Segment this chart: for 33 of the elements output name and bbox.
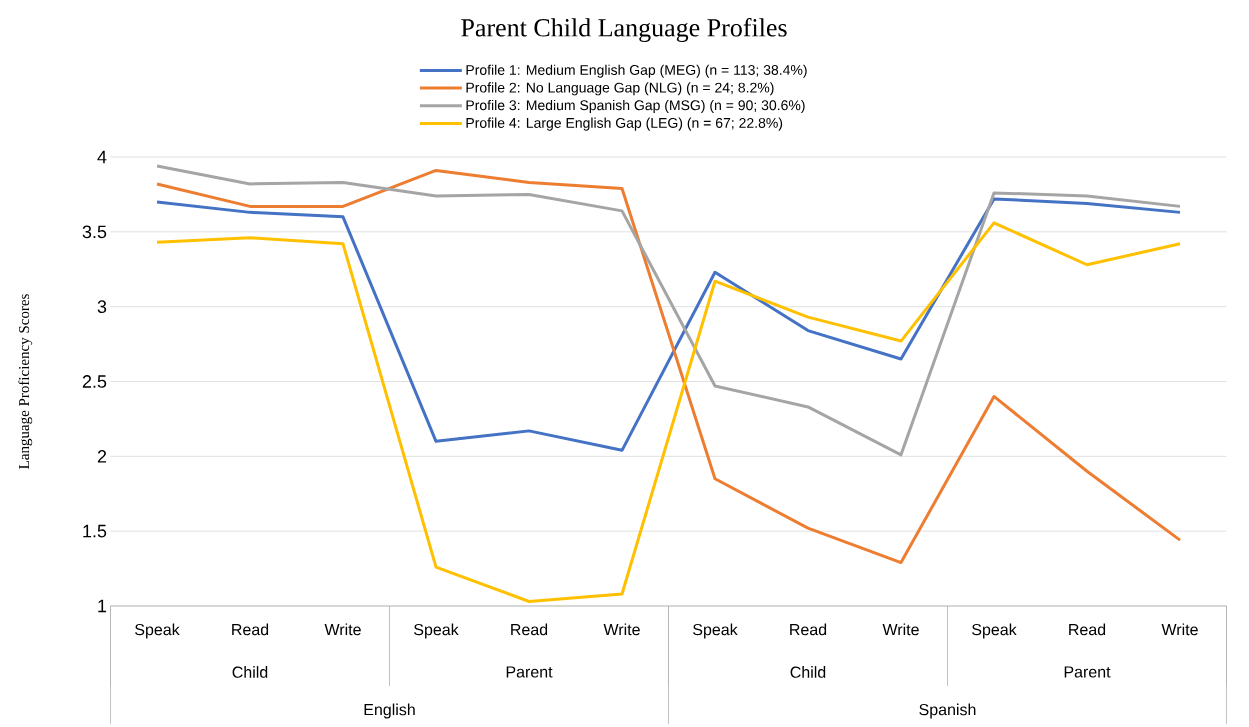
y-tick-label: 4 bbox=[97, 150, 107, 164]
line-series bbox=[155, 221, 1182, 603]
x-tick-label: Read bbox=[1069, 623, 1106, 636]
x-tick-label: Read bbox=[511, 623, 548, 636]
legend-label: Profile 3: Medium Spanish Gap (MSG) (n = 90; 30.6%) bbox=[466, 99, 805, 113]
text: English bbox=[364, 703, 415, 719]
x-tick-label: Read bbox=[790, 623, 827, 636]
legend-label: Profile 1: Medium English Gap (MEG) (n = 113; 38.4%) bbox=[466, 64, 807, 78]
x-tick-label: Read bbox=[232, 623, 269, 636]
x-tick-label: Write bbox=[324, 623, 361, 636]
text: Parent bbox=[1064, 666, 1111, 678]
legend-label: Profile 4: Large English Gap (LEG) (n = 67; 22.8%) bbox=[466, 117, 783, 131]
text: Parent bbox=[506, 666, 553, 678]
y-tick-label: 1 bbox=[98, 599, 107, 613]
x-tick-label: Write bbox=[882, 623, 919, 636]
y-tick-label: 1.5 bbox=[83, 524, 107, 538]
y-tick-label: 2 bbox=[97, 450, 107, 463]
y-axis-title: Language Proficiency Scores bbox=[18, 294, 33, 469]
chart-title: Parent Child Language Profiles bbox=[461, 18, 787, 42]
x-tick-label: Speak bbox=[972, 623, 1017, 639]
y-tick-label: 2.5 bbox=[82, 375, 107, 388]
legend-label: Profile 2: No Language Gap (NLG) (n = 24; 8.2%) bbox=[466, 82, 774, 96]
y-tick-label: 3.5 bbox=[82, 225, 107, 239]
x-tick-label: Speak bbox=[135, 623, 180, 639]
x-tick-label: Write bbox=[603, 623, 640, 636]
y-tick-label: 3 bbox=[97, 300, 107, 314]
text: Spanish bbox=[919, 703, 976, 719]
line-series bbox=[155, 168, 1182, 565]
text: Child bbox=[790, 666, 826, 678]
x-tick-label: Write bbox=[1161, 623, 1198, 636]
text: Child bbox=[232, 666, 268, 678]
x-tick-label: Speak bbox=[414, 623, 459, 639]
x-tick-label: Speak bbox=[693, 623, 738, 639]
